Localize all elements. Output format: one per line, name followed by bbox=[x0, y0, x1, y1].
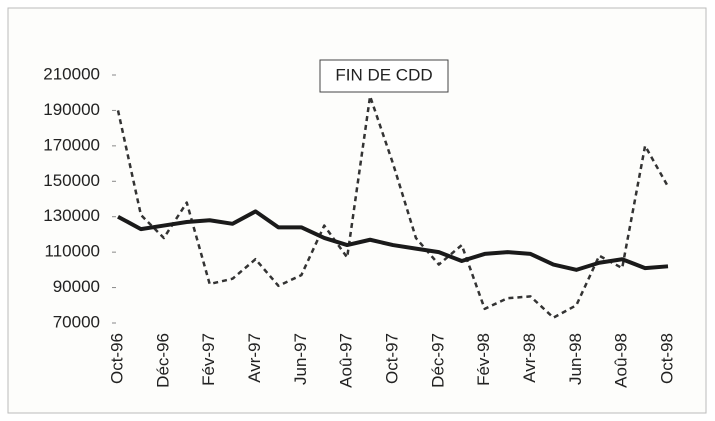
x-tick-label: Avr-97 bbox=[245, 333, 264, 383]
y-tick-label: 110000 bbox=[45, 242, 100, 261]
x-tick-label: Oct-98 bbox=[657, 333, 676, 384]
x-tick-label: Oct-97 bbox=[382, 333, 401, 384]
x-tick-label: Aoû-98 bbox=[612, 333, 631, 388]
x-tick-label: Fév-98 bbox=[474, 333, 493, 386]
y-tick-label: 130000 bbox=[43, 206, 100, 225]
x-tick-label: Jun-97 bbox=[291, 333, 310, 385]
title-box bbox=[319, 59, 449, 93]
line-series bbox=[117, 209, 669, 272]
x-tick-label: Avr-98 bbox=[520, 333, 539, 383]
y-tick-label: 70000 bbox=[53, 312, 100, 331]
x-tick-label: Fév-97 bbox=[199, 333, 218, 386]
x-tick-label: Jun-98 bbox=[566, 333, 585, 385]
x-tick-label: Déc-96 bbox=[153, 333, 172, 388]
chart-title: FIN DE CDD bbox=[335, 65, 432, 84]
y-tick-label: 90000 bbox=[53, 277, 100, 296]
y-tick-label: 150000 bbox=[43, 171, 100, 190]
x-tick-label: Déc-97 bbox=[428, 333, 447, 388]
x-tick-label: Aoû-97 bbox=[337, 333, 356, 388]
y-tick-label: 170000 bbox=[43, 135, 100, 154]
x-tick-label: Oct-96 bbox=[107, 333, 126, 384]
y-tick-label: 190000 bbox=[43, 100, 100, 119]
y-tick-label: 210000 bbox=[43, 64, 100, 83]
